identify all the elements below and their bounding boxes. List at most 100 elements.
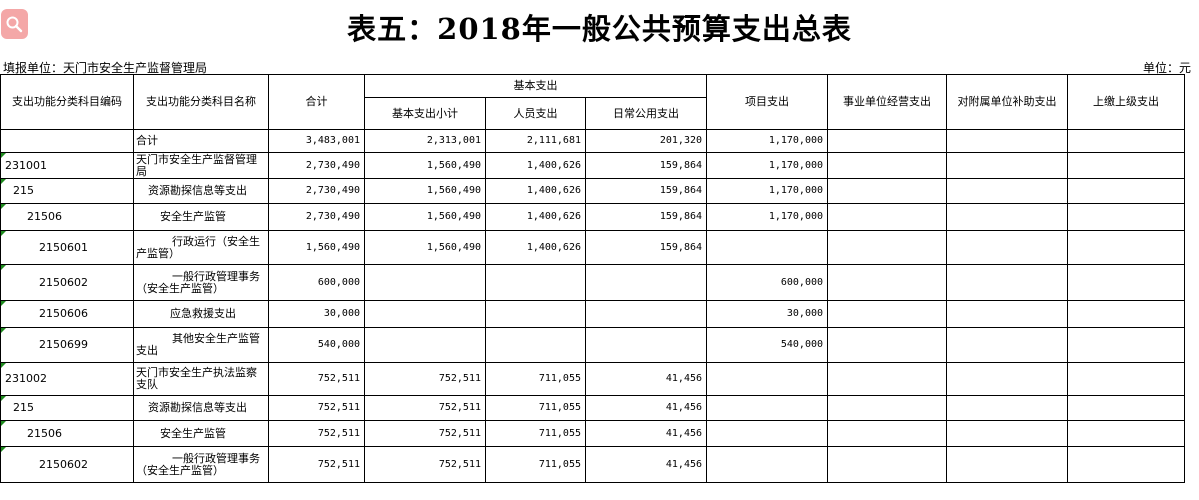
cell-personnel: 1,400,626 — [485, 178, 586, 204]
table-row: 21506 安全生产监管 752,511 752,511 711,055 41,… — [0, 420, 1186, 447]
cell-basic-subtotal: 752,511 — [364, 395, 486, 421]
cell-basic-subtotal: 752,511 — [364, 420, 486, 447]
cell-business — [827, 178, 948, 204]
header-project: 项目支出 — [706, 74, 829, 130]
table-row: 2150602 一般行政管理事务（安全生产监管） 752,511 752,511… — [0, 446, 1186, 483]
table-row: 2150602 一般行政管理事务（安全生产监管） 600,000 600,000 — [0, 264, 1186, 301]
cell-daily: 159,864 — [584, 203, 708, 231]
cell-total: 540,000 — [268, 327, 365, 363]
cell-upper — [1067, 129, 1186, 153]
cell-daily: 159,864 — [584, 230, 708, 265]
table-row: 2150601 行政运行（安全生产监管） 1,560,490 1,560,490… — [0, 230, 1186, 265]
table-row: 21506 安全生产监管 2,730,490 1,560,490 1,400,6… — [0, 203, 1186, 231]
cell-subsidy — [946, 203, 1069, 231]
row-code: 215 — [0, 395, 134, 421]
cell-subsidy — [946, 420, 1069, 447]
cell-project: 1,170,000 — [706, 152, 829, 179]
table-row: 2150699 其他安全生产监管支出 540,000 540,000 — [0, 327, 1186, 363]
cell-personnel: 2,111,681 — [485, 129, 586, 153]
cell-upper — [1067, 446, 1186, 483]
cell-upper — [1067, 395, 1186, 421]
row-code: 2150699 — [0, 327, 134, 363]
cell-subsidy — [946, 300, 1069, 328]
cell-total: 3,483,001 — [268, 129, 365, 153]
row-code: 2150606 — [0, 300, 134, 328]
cell-basic-subtotal — [364, 300, 486, 328]
header-name: 支出功能分类科目名称 — [133, 74, 269, 130]
cell-business — [827, 446, 948, 483]
cell-daily — [584, 327, 708, 363]
cell-total: 600,000 — [268, 264, 365, 301]
row-name: 应急救援支出 — [133, 300, 269, 328]
cell-personnel — [485, 327, 586, 363]
cell-basic-subtotal: 1,560,490 — [364, 152, 486, 179]
cell-daily: 41,456 — [584, 446, 708, 483]
cell-personnel: 711,055 — [485, 446, 586, 483]
row-name: 行政运行（安全生产监管） — [133, 230, 269, 265]
cell-personnel: 1,400,626 — [485, 203, 586, 231]
cell-subsidy — [946, 327, 1069, 363]
search-icon — [6, 16, 23, 33]
row-code: 231002 — [0, 362, 134, 396]
cell-total: 752,511 — [268, 362, 365, 396]
header-basic: 基本支出 — [363, 74, 708, 98]
cell-upper — [1067, 178, 1186, 204]
row-name: 资源勘探信息等支出 — [133, 178, 269, 204]
cell-personnel: 711,055 — [485, 420, 586, 447]
cell-upper — [1067, 362, 1186, 396]
header-basic-subtotal: 基本支出小计 — [364, 97, 486, 130]
row-name: 安全生产监管 — [133, 203, 269, 231]
cell-upper — [1067, 264, 1186, 301]
cell-daily: 41,456 — [584, 362, 708, 396]
row-code: 21506 — [0, 420, 134, 447]
cell-business — [827, 230, 948, 265]
cell-upper — [1067, 203, 1186, 231]
row-name: 天门市安全生产监督管理局 — [133, 152, 269, 179]
cell-subsidy — [946, 129, 1069, 153]
cell-project — [706, 446, 829, 483]
cell-personnel: 711,055 — [485, 362, 586, 396]
currency-unit: 单位：元 — [1142, 61, 1191, 75]
cell-total: 2,730,490 — [268, 152, 365, 179]
cell-project — [706, 420, 829, 447]
search-button[interactable] — [1, 9, 28, 39]
row-code: 231001 — [0, 152, 134, 179]
row-code: 215 — [0, 178, 134, 204]
cell-total: 30,000 — [268, 300, 365, 328]
row-name: 一般行政管理事务（安全生产监管） — [133, 446, 269, 483]
cell-personnel — [485, 264, 586, 301]
row-code: 21506 — [0, 203, 134, 231]
row-name: 安全生产监管 — [133, 420, 269, 447]
cell-project — [706, 395, 829, 421]
cell-business — [827, 152, 948, 179]
cell-basic-subtotal: 752,511 — [364, 362, 486, 396]
cell-upper — [1067, 300, 1186, 328]
cell-subsidy — [946, 152, 1069, 179]
row-name: 合计 — [133, 129, 269, 153]
header-daily: 日常公用支出 — [584, 97, 708, 130]
cell-basic-subtotal: 752,511 — [364, 446, 486, 483]
header-business: 事业单位经营支出 — [827, 74, 948, 130]
header-total: 合计 — [268, 74, 365, 130]
cell-subsidy — [946, 395, 1069, 421]
row-code: 2150602 — [0, 264, 134, 301]
cell-daily — [584, 300, 708, 328]
cell-project — [706, 362, 829, 396]
cell-personnel — [485, 300, 586, 328]
cell-subsidy — [946, 446, 1069, 483]
cell-basic-subtotal: 1,560,490 — [364, 178, 486, 204]
cell-upper — [1067, 420, 1186, 447]
header-personnel: 人员支出 — [485, 97, 586, 130]
cell-business — [827, 203, 948, 231]
cell-project: 1,170,000 — [706, 203, 829, 231]
header-subsidy: 对附属单位补助支出 — [946, 74, 1069, 130]
row-code — [0, 129, 134, 153]
cell-basic-subtotal — [364, 264, 486, 301]
cell-total: 752,511 — [268, 420, 365, 447]
cell-upper — [1067, 327, 1186, 363]
table-row: 215 资源勘探信息等支出 752,511 752,511 711,055 41… — [0, 395, 1186, 421]
cell-business — [827, 264, 948, 301]
cell-business — [827, 420, 948, 447]
header-code: 支出功能分类科目编码 — [0, 74, 134, 130]
page-title: 表五：2018年一般公共预算支出总表 — [347, 12, 852, 46]
